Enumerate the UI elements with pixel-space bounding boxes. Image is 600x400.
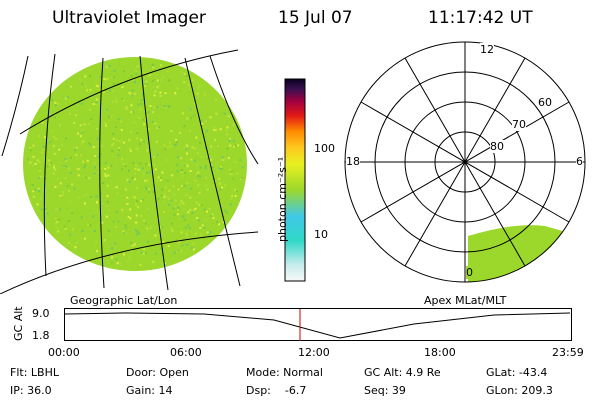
apex-caption: Apex MLat/MLT	[424, 294, 507, 307]
filter-status: Flt: LBHL	[10, 366, 59, 379]
altitude-plot	[64, 308, 572, 341]
altitude-curve	[64, 312, 571, 339]
geographic-caption: Geographic Lat/Lon	[70, 294, 178, 307]
ip-status: IP: 36.0	[10, 384, 52, 397]
altitude-axis-label: GC Alt	[12, 306, 25, 341]
mode-status: Mode: Normal	[246, 366, 323, 379]
colorbar-unit-label: photon cm⁻²s⁻¹	[276, 156, 289, 242]
time-tick-0600: 06:00	[170, 346, 202, 359]
mlt-label-0: 0	[466, 266, 473, 279]
polar-mlat-mlt-plot	[344, 41, 586, 283]
time-tick-1800: 18:00	[424, 346, 456, 359]
mlat-label-80: 80	[490, 140, 504, 153]
door-status: Door: Open	[126, 366, 189, 379]
seq-status: Seq: 39	[364, 384, 406, 397]
polar-grid	[344, 41, 586, 283]
glat-status: GLat: -43.4	[486, 366, 548, 379]
gain-status: Gain: 14	[126, 384, 173, 397]
glon-status: GLon: 209.3	[486, 384, 553, 397]
time-tick-1200: 12:00	[298, 346, 330, 359]
colorbar	[284, 78, 306, 282]
uv-earth-disk	[23, 57, 247, 271]
time-tick-2359: 23:59	[552, 346, 584, 359]
geographic-image-panel	[0, 49, 259, 294]
mlt-label-12: 12	[480, 43, 494, 56]
mlt-label-18: 18	[346, 155, 360, 168]
dsp-status: Dsp: -6.7	[246, 384, 307, 397]
auroral-coverage	[468, 225, 585, 282]
colorbar-tick-100: 100	[314, 142, 335, 155]
time-tick-0000: 00:00	[48, 346, 80, 359]
observation-time: 11:17:42 UT	[428, 8, 533, 28]
observation-date: 15 Jul 07	[278, 8, 353, 28]
mlat-label-70: 70	[512, 118, 526, 131]
colorbar-tick-10: 10	[314, 228, 328, 241]
lat-lon-grid	[0, 49, 259, 294]
mlat-label-60: 60	[538, 96, 552, 109]
instrument-title: Ultraviolet Imager	[52, 8, 206, 28]
mlt-label-6: 6	[576, 155, 583, 168]
altitude-ytick-9: 9.0	[32, 307, 50, 320]
gc-alt-status: GC Alt: 4.9 Re	[364, 366, 441, 379]
altitude-ytick-1-8: 1.8	[32, 329, 50, 342]
